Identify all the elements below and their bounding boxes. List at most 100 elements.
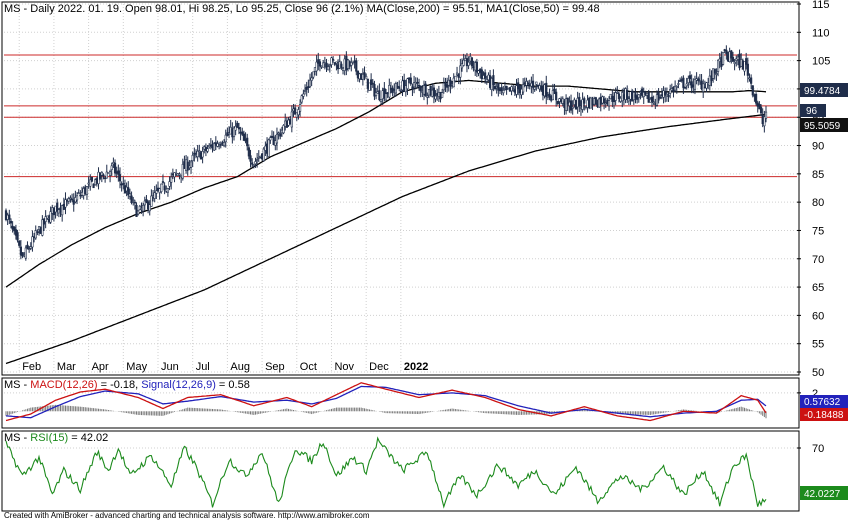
candle-body	[379, 99, 383, 102]
price-candle	[89, 174, 92, 191]
candle-body	[246, 137, 249, 147]
price-candle	[256, 152, 259, 168]
price-candle	[399, 89, 402, 93]
candle-body	[56, 202, 59, 212]
price-candle	[764, 105, 768, 123]
price-candle	[515, 78, 518, 98]
candle-body	[252, 164, 255, 167]
price-candle	[19, 240, 22, 260]
price-candle	[614, 87, 617, 106]
candle-body	[627, 98, 630, 102]
price-candle	[247, 144, 250, 160]
price-candle	[442, 77, 445, 94]
candle-body	[697, 78, 700, 81]
candle-body	[355, 60, 358, 72]
price-candle	[99, 172, 102, 181]
candle-body	[108, 171, 112, 176]
price-candle	[384, 89, 388, 101]
price-candle	[213, 141, 216, 151]
price-candle	[269, 135, 272, 144]
price-candle	[294, 104, 297, 115]
price-candle	[44, 210, 47, 229]
candle-body	[687, 78, 690, 83]
price-candle	[224, 129, 227, 148]
candle-body	[555, 91, 558, 101]
candle-body	[145, 199, 148, 203]
price-candle	[750, 74, 753, 90]
candle-body	[318, 61, 322, 67]
candle-body	[297, 109, 300, 116]
price-candle	[607, 96, 611, 111]
close-badge: 96	[800, 104, 826, 117]
candle-body	[462, 59, 465, 66]
candle-body	[454, 75, 457, 82]
price-candle	[678, 77, 682, 82]
price-candle	[249, 149, 252, 168]
price-candle	[459, 58, 462, 85]
ma50-badge-text: 99.4784	[804, 86, 841, 97]
price-candle	[142, 202, 145, 217]
candle-body	[616, 92, 619, 94]
candle-body	[522, 84, 525, 93]
price-candle	[432, 84, 436, 104]
candle-body	[500, 87, 503, 92]
price-candle	[310, 72, 313, 87]
candle-body	[764, 111, 768, 119]
month-label: Feb	[22, 361, 41, 373]
price-candle	[113, 159, 117, 177]
candle-body	[122, 183, 125, 185]
price-candle	[388, 78, 391, 99]
price-candle	[67, 196, 70, 205]
candle-body	[28, 248, 31, 250]
price-candle	[315, 55, 318, 76]
candle-body	[647, 91, 650, 103]
price-candle	[594, 96, 597, 106]
candle-body	[302, 93, 305, 97]
candle-body	[173, 172, 176, 178]
price-candle	[626, 85, 629, 104]
candle-body	[398, 86, 401, 89]
candle-body	[683, 86, 687, 89]
price-candle	[379, 99, 383, 105]
candle-body	[307, 86, 310, 88]
price-candle	[667, 92, 670, 102]
candle-body	[46, 215, 49, 219]
price-candle	[64, 192, 67, 215]
candle-body	[763, 116, 766, 127]
candle-body	[515, 85, 518, 95]
price-candle	[257, 150, 260, 163]
price-candle	[721, 51, 725, 66]
candle-body	[242, 133, 246, 141]
macd-name: MACD(12,26)	[30, 379, 97, 391]
candle-body	[236, 122, 239, 128]
price-candle	[322, 59, 325, 68]
price-candle	[564, 94, 568, 115]
price-candle	[173, 172, 176, 183]
price-candle	[522, 78, 525, 95]
price-candle	[725, 45, 728, 60]
candle-body	[138, 205, 141, 211]
candle-body	[24, 247, 27, 259]
candle-body	[637, 94, 640, 98]
price-candle	[492, 69, 495, 92]
price-candle	[677, 79, 680, 89]
price-candle	[652, 95, 655, 105]
signal-name: Signal(12,26,9)	[141, 379, 216, 391]
price-candle	[763, 110, 766, 133]
price-candle	[16, 229, 19, 243]
footer-credit: Created with AmiBroker - advanced charti…	[4, 511, 370, 520]
month-label: Sep	[265, 361, 285, 373]
candle-body	[533, 86, 536, 90]
price-candle	[218, 141, 221, 150]
candle-body	[41, 219, 44, 236]
candle-body	[133, 201, 136, 204]
price-candle	[18, 240, 21, 248]
price-candle	[682, 75, 685, 95]
price-candle	[340, 61, 343, 70]
candle-body	[571, 106, 574, 109]
candle-body	[419, 86, 422, 92]
price-candle	[303, 84, 307, 95]
candle-body	[29, 246, 32, 249]
price-candle	[108, 169, 112, 183]
candle-body	[626, 89, 629, 100]
